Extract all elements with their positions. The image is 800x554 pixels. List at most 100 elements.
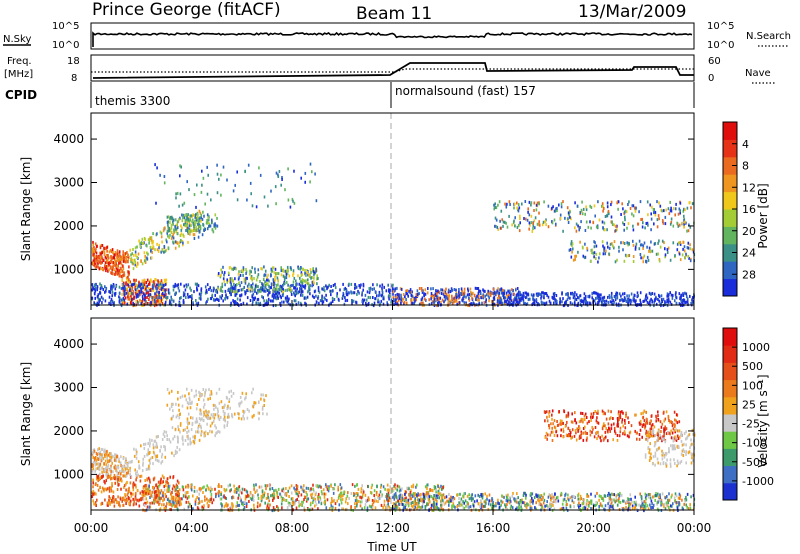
echo-cell bbox=[197, 218, 199, 222]
echo-cell bbox=[666, 294, 668, 298]
echo-cell bbox=[361, 495, 364, 499]
echo-cell bbox=[313, 489, 315, 493]
echo-cell bbox=[116, 268, 119, 272]
echo-cell bbox=[194, 282, 197, 286]
echo-cell bbox=[257, 285, 259, 289]
echo-cell bbox=[433, 300, 436, 304]
echo-cell bbox=[204, 291, 207, 295]
echo-cell bbox=[560, 205, 563, 209]
echo-cell bbox=[689, 243, 691, 247]
echo-cell bbox=[530, 293, 533, 297]
echo-cell bbox=[580, 208, 583, 212]
echo-cell bbox=[579, 211, 582, 214]
echo-cell bbox=[103, 252, 106, 256]
echo-cell bbox=[515, 288, 517, 292]
echo-cell bbox=[670, 220, 673, 224]
echo-cell bbox=[140, 290, 143, 294]
echo-cell bbox=[147, 442, 149, 445]
echo-cell bbox=[161, 285, 164, 289]
echo-cell bbox=[616, 296, 619, 300]
echo-cell bbox=[396, 296, 399, 300]
echo-cell bbox=[412, 483, 415, 487]
echo-cell bbox=[169, 507, 171, 511]
echo-cell bbox=[289, 205, 292, 209]
echo-cell bbox=[177, 283, 180, 287]
nsearch-tick-high: 10^5 bbox=[707, 21, 734, 32]
echo-cell bbox=[185, 296, 187, 299]
echo-cell bbox=[176, 435, 179, 439]
echo-cell bbox=[184, 491, 187, 495]
echo-cell bbox=[435, 490, 437, 494]
echo-cell bbox=[366, 290, 369, 294]
echo-cell bbox=[161, 284, 163, 288]
echo-cell bbox=[346, 298, 349, 302]
echo-cell bbox=[627, 203, 629, 206]
echo-cell bbox=[99, 472, 101, 476]
echo-cell bbox=[282, 292, 284, 296]
echo-cell bbox=[682, 209, 685, 213]
echo-cell bbox=[324, 485, 327, 488]
echo-cell bbox=[530, 221, 533, 224]
echo-cell bbox=[133, 295, 136, 299]
echo-cell bbox=[250, 275, 253, 278]
echo-cell bbox=[129, 481, 132, 485]
echo-cell bbox=[207, 173, 209, 177]
echo-cell bbox=[382, 505, 384, 509]
echo-cell bbox=[586, 301, 589, 305]
echo-cell bbox=[253, 413, 255, 417]
echo-cell bbox=[135, 473, 138, 477]
echo-cell bbox=[300, 493, 303, 497]
echo-cell bbox=[411, 301, 413, 305]
echo-cell bbox=[96, 288, 98, 292]
cpid-strip: CPID themis 3300 normalsound (fast) 157 bbox=[5, 82, 695, 108]
echo-cell bbox=[247, 163, 250, 167]
echo-cell bbox=[339, 492, 341, 496]
echo-cell bbox=[389, 485, 391, 489]
echo-cell bbox=[616, 258, 618, 262]
echo-cell bbox=[110, 464, 112, 468]
echo-cell bbox=[264, 484, 267, 488]
echo-cell bbox=[331, 497, 333, 500]
echo-cell bbox=[197, 284, 200, 288]
echo-cell bbox=[188, 222, 191, 226]
echo-cell bbox=[248, 282, 250, 286]
echo-cell bbox=[176, 231, 179, 235]
echo-cell bbox=[581, 212, 584, 216]
echo-cell bbox=[361, 291, 363, 295]
echo-cell bbox=[108, 301, 110, 305]
echo-cell bbox=[186, 216, 188, 219]
echo-cell bbox=[479, 292, 482, 295]
echo-cell bbox=[390, 298, 393, 302]
echo-cell bbox=[121, 279, 123, 282]
echo-cell bbox=[115, 263, 117, 267]
echo-cell bbox=[514, 296, 516, 300]
echo-cell bbox=[92, 243, 94, 247]
echo-cell bbox=[617, 207, 619, 211]
echo-cell bbox=[112, 455, 114, 459]
echo-cell bbox=[616, 201, 618, 205]
echo-cell bbox=[121, 302, 124, 306]
echo-cell bbox=[108, 486, 111, 490]
echo-cell bbox=[376, 294, 378, 298]
echo-cell bbox=[309, 162, 312, 166]
echo-cell bbox=[427, 287, 429, 290]
echo-cell bbox=[192, 416, 194, 420]
echo-cell bbox=[552, 205, 554, 209]
echo-cell bbox=[527, 292, 529, 296]
echo-cell bbox=[94, 456, 97, 459]
echo-cell bbox=[502, 291, 505, 295]
echo-cell bbox=[148, 476, 150, 480]
echo-cell bbox=[623, 242, 626, 245]
echo-cell bbox=[132, 290, 135, 294]
echo-cell bbox=[212, 289, 215, 293]
echo-cell bbox=[130, 257, 133, 261]
echo-cell bbox=[374, 497, 376, 501]
echo-cell bbox=[249, 285, 252, 289]
echo-cell bbox=[488, 296, 490, 300]
echo-cell bbox=[155, 499, 157, 503]
echo-cell bbox=[150, 256, 153, 260]
echo-cell bbox=[362, 282, 365, 286]
echo-cell bbox=[404, 295, 406, 299]
echo-cell bbox=[123, 465, 125, 469]
